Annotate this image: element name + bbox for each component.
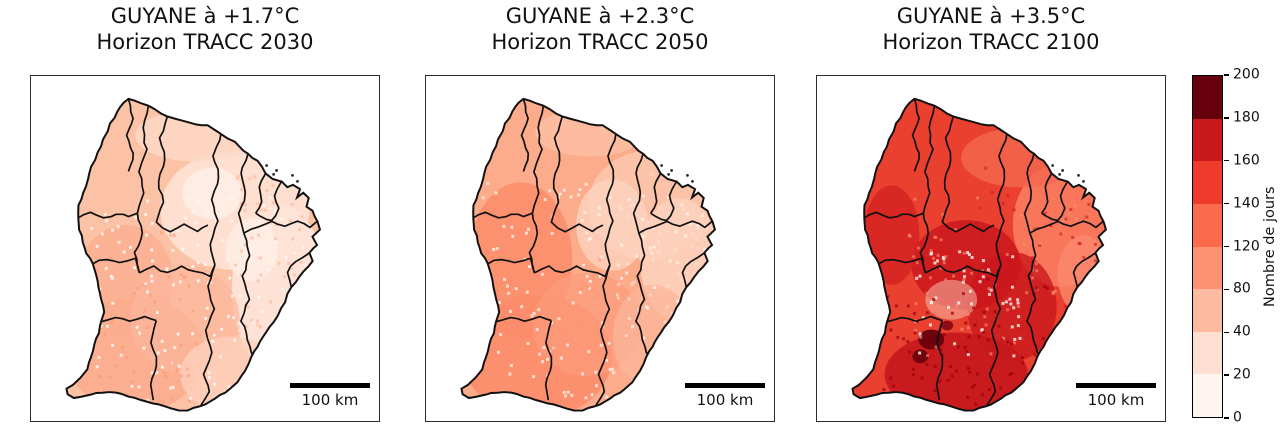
scale-bar-label: 100 km (1087, 391, 1145, 409)
scale-bar-line (1076, 383, 1156, 388)
panel-tracc-2030: GUYANE à +1.7°C Horizon TRACC 2030 100 k… (30, 0, 380, 430)
colorbar-band (1193, 289, 1222, 332)
map-axes: 100 km (816, 75, 1166, 422)
scale-bar: 100 km (290, 383, 370, 409)
colorbar-tick-label: 120 (1233, 238, 1260, 255)
map-axes: 100 km (30, 75, 380, 422)
panel-title-line2: Horizon TRACC 2050 (491, 29, 709, 54)
colorbar-band (1193, 331, 1222, 375)
coastal-islets (660, 164, 694, 183)
colorbar-band (1193, 161, 1222, 204)
region-outline (460, 97, 717, 412)
coastal-islets (1051, 164, 1085, 183)
colorbar-band (1193, 203, 1222, 247)
colorbar-tick-label: 180 (1233, 109, 1260, 126)
colorbar-band (1193, 246, 1222, 290)
guyane-map (460, 97, 717, 412)
colorbar-tick-label: 200 (1233, 66, 1260, 83)
panel-tracc-2050: GUYANE à +2.3°C Horizon TRACC 2050 100 k… (425, 0, 775, 430)
scale-bar: 100 km (685, 383, 765, 409)
guyane-map (851, 97, 1108, 412)
panel-title-line1: GUYANE à +3.5°C (896, 4, 1086, 28)
scale-bar: 100 km (1076, 383, 1156, 409)
colorbar-tick-mark (1224, 160, 1229, 162)
panel-tracc-2100: GUYANE à +3.5°C Horizon TRACC 2100 100 k… (816, 0, 1166, 430)
panel-title-line2: Horizon TRACC 2100 (882, 29, 1100, 54)
colorbar-band (1193, 118, 1222, 162)
colorbar-tick-mark (1224, 288, 1229, 291)
scale-bar-line (685, 383, 765, 388)
colorbar-axis-label: Nombre de jours (1262, 186, 1278, 307)
guyane-map (65, 97, 322, 412)
colorbar-ticks: 200 180 160 140 120 80 40 20 0 (1223, 67, 1283, 426)
colorbar-tick-mark (1224, 74, 1229, 76)
panel-title: GUYANE à +1.7°C Horizon TRACC 2030 (30, 4, 380, 55)
coastal-islets (265, 164, 299, 183)
map-axes: 100 km (425, 75, 775, 422)
colorbar-tick-mark (1224, 202, 1229, 205)
colorbar-tick-label: 20 (1233, 366, 1251, 383)
raster-layer (863, 127, 1106, 411)
scale-bar-label: 100 km (696, 391, 754, 409)
commune-boundaries (863, 98, 1104, 406)
colorbar-tick-mark (1224, 245, 1229, 248)
colorbar-tick-mark (1224, 417, 1229, 419)
colorbar-tick-mark (1224, 117, 1229, 119)
colorbar-tick-label: 40 (1233, 323, 1251, 340)
colorbar-tick-mark (1224, 374, 1229, 376)
colorbar (1192, 75, 1223, 418)
commune-boundaries (77, 98, 318, 406)
panel-title-line2: Horizon TRACC 2030 (96, 29, 314, 54)
scale-bar-line (290, 383, 370, 388)
colorbar-tick-label: 0 (1233, 409, 1242, 426)
region-outline (851, 97, 1108, 412)
scale-bar-label: 100 km (301, 391, 359, 409)
panel-title-line1: GUYANE à +1.7°C (110, 4, 300, 28)
colorbar-tick-mark (1224, 331, 1229, 333)
colorbar-tick-label: 80 (1233, 281, 1251, 298)
panel-title-line1: GUYANE à +2.3°C (505, 4, 695, 28)
colorbar-band (1193, 374, 1222, 417)
panel-title: GUYANE à +2.3°C Horizon TRACC 2050 (425, 4, 775, 55)
colorbar-tick-label: 160 (1233, 152, 1260, 169)
colorbar-tick-label: 140 (1233, 195, 1260, 212)
panel-title: GUYANE à +3.5°C Horizon TRACC 2100 (816, 4, 1166, 55)
colorbar-band (1193, 76, 1222, 119)
region-outline (65, 97, 322, 412)
